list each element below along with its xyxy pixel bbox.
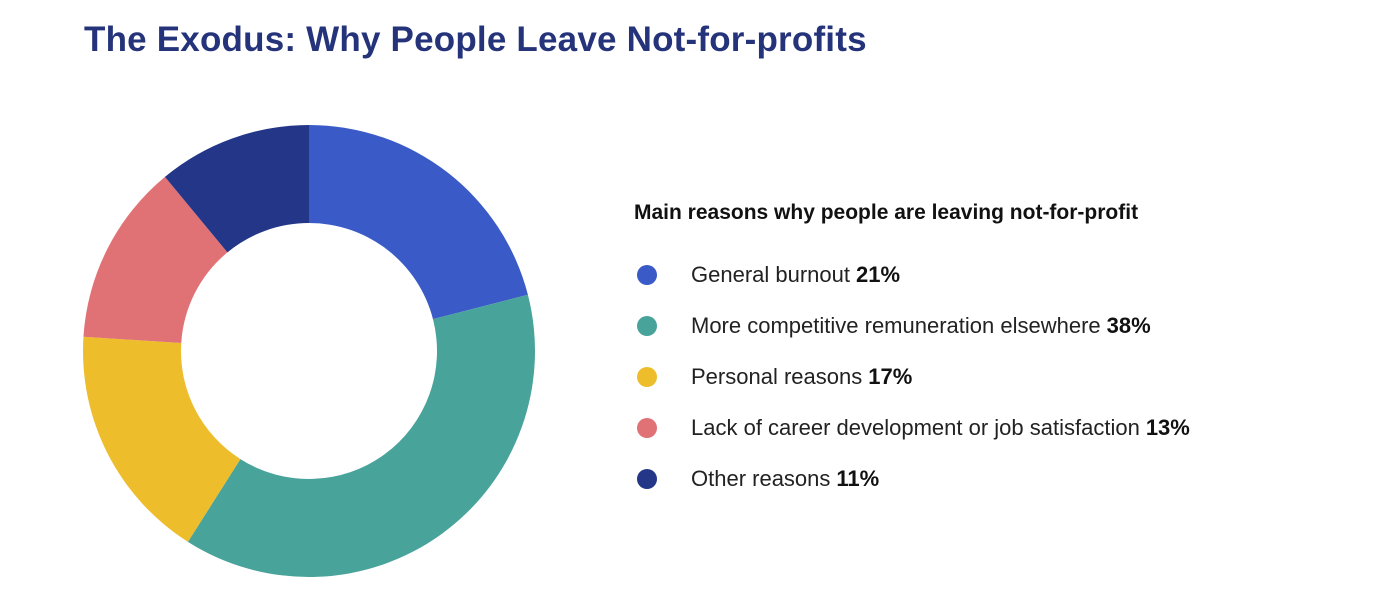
donut-chart-svg: [82, 125, 535, 578]
legend-label: More competitive remuneration elsewhere: [691, 312, 1101, 338]
donut-slice-general-burnout: [309, 125, 528, 320]
donut-slice-career-development: [83, 176, 228, 343]
legend-item-other-reasons: Other reasons 11%: [634, 453, 1190, 504]
legend-label: Other reasons: [691, 465, 831, 491]
donut-chart: [0, 0, 620, 612]
legend-label: General burnout: [691, 261, 850, 287]
donut-slice-other-reasons: [164, 125, 309, 253]
legend-value: 21%: [856, 261, 901, 287]
legend-dot-icon: [637, 315, 657, 336]
legend-item-general-burnout: General burnout 21%: [634, 249, 1190, 300]
legend-dot-icon: [637, 468, 657, 489]
donut-slice-personal-reasons: [82, 336, 241, 542]
legend-label: Lack of career development or job satisf…: [691, 414, 1140, 440]
legend-dot-icon: [637, 264, 657, 285]
legend-title: Main reasons why people are leaving not-…: [634, 201, 1139, 224]
legend-item-career-development: Lack of career development or job satisf…: [634, 402, 1190, 453]
chart-title: The Exodus: Why People Leave Not-for-pro…: [84, 20, 867, 59]
legend-value: 38%: [1106, 312, 1151, 338]
legend-value: 17%: [868, 363, 913, 389]
legend-value: 13%: [1145, 414, 1190, 440]
legend-label: Personal reasons: [691, 363, 863, 389]
legend: Main reasons why people are leaving not-…: [634, 201, 1190, 504]
legend-dot-icon: [637, 366, 657, 387]
legend-item-personal-reasons: Personal reasons 17%: [634, 351, 1190, 402]
legend-dot-icon: [637, 417, 657, 438]
legend-item-remuneration: More competitive remuneration elsewhere …: [634, 300, 1190, 351]
donut-slice-remuneration: [187, 294, 535, 578]
legend-value: 11%: [836, 465, 880, 491]
